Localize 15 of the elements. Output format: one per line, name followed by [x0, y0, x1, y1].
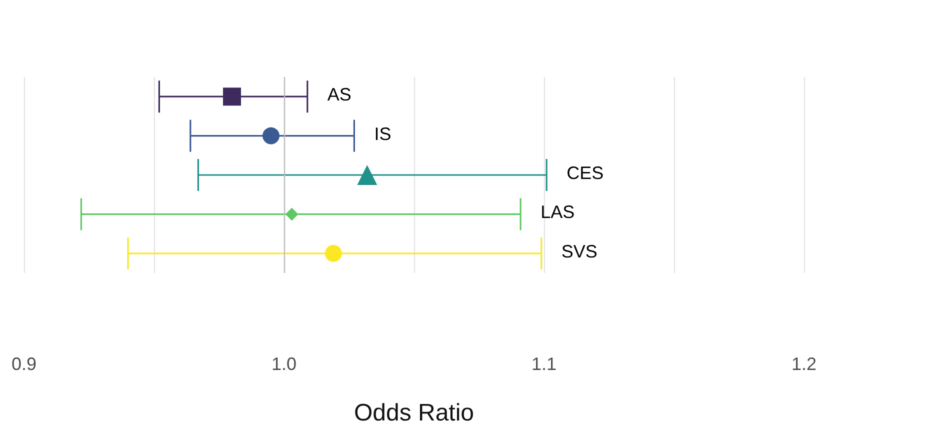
point	[324, 244, 342, 262]
x-tick-label: 1.1	[531, 354, 557, 374]
y-tick-label: IS	[374, 124, 392, 144]
point	[285, 208, 298, 221]
x-tick-label: 1.0	[271, 354, 297, 374]
point	[262, 127, 280, 144]
y-tick-label: CES	[566, 163, 604, 183]
point	[357, 165, 378, 185]
point	[223, 88, 241, 106]
y-tick-label: LAS	[540, 202, 575, 222]
y-tick-label: SVS	[561, 241, 598, 262]
y-tick-label: AS	[327, 84, 352, 105]
x-tick-label: 0.9	[11, 354, 37, 374]
x-tick-label: 1.2	[791, 354, 817, 374]
x-axis-title: Odds Ratio	[354, 400, 474, 426]
